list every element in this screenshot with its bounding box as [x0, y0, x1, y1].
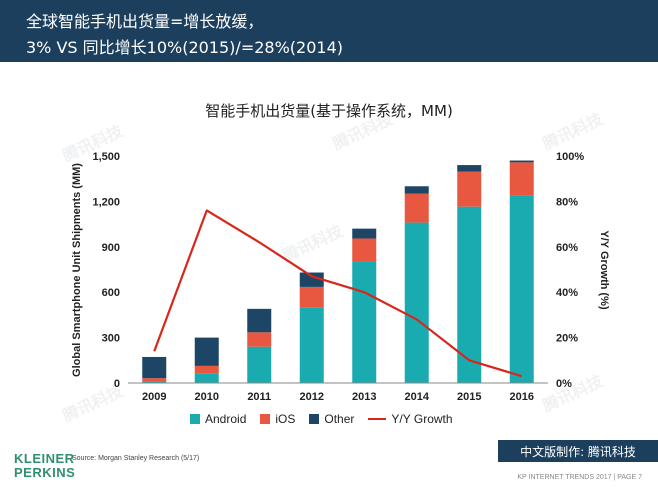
bar-ios-2011	[247, 332, 272, 347]
legend-swatch-other	[309, 414, 320, 424]
bar-android-2012	[299, 307, 324, 383]
legend-label-growth: Y/Y Growth	[391, 412, 453, 426]
y2-tick-label: 20%	[556, 333, 578, 345]
bar-android-2013	[352, 261, 377, 383]
legend: Android iOS Other Y/Y Growth	[190, 411, 467, 427]
bar-ios-2016	[509, 162, 534, 196]
header-title-line2: 3% VS 同比增长10%(2015)/=28%(2014)	[26, 38, 343, 57]
x-tick-2011: 2011	[247, 391, 271, 403]
footer-page-info: KP INTERNET TRENDS 2017 | PAGE 7	[517, 474, 642, 481]
x-tick-2012: 2012	[300, 391, 324, 403]
y-tick-label: 900	[102, 242, 120, 254]
bar-android-2009	[142, 381, 167, 383]
bar-ios-2015	[457, 171, 482, 207]
legend-swatch-growth	[368, 418, 387, 420]
bar-ios-2010	[194, 365, 219, 374]
bar-ios-2012	[299, 286, 324, 308]
bar-android-2011	[247, 346, 272, 383]
chart-title: 智能手机出货量(基于操作系统，MM)	[205, 102, 453, 120]
bar-other-2014	[404, 186, 429, 194]
legend-label-other: Other	[324, 412, 355, 426]
y-tick-label: 0	[114, 378, 120, 390]
legend-label-ios: iOS	[275, 412, 296, 426]
y2-tick-label: 80%	[556, 196, 578, 208]
x-tick-2009: 2009	[142, 391, 166, 403]
y2-tick-label: 40%	[556, 287, 578, 299]
logo-line1: KLEINER	[14, 451, 75, 466]
bar-other-2013	[352, 228, 377, 239]
legend-item-android: Android	[190, 412, 246, 426]
y2-tick-label: 0%	[556, 378, 572, 390]
legend-item-growth: Y/Y Growth	[368, 412, 453, 426]
y2-tick-label: 60%	[556, 242, 578, 254]
legend-label-android: Android	[205, 412, 247, 426]
legend-swatch-ios	[260, 414, 271, 424]
x-tick-2015: 2015	[457, 391, 481, 403]
growth-line-group	[153, 209, 523, 378]
header-bar: 全球智能手机出货量=增长放缓， 3% VS 同比增长10%(2015)/=28%…	[0, 0, 658, 62]
y-tick-label: 300	[102, 333, 120, 345]
legend-item-ios: iOS	[260, 412, 295, 426]
bar-other-2010	[194, 337, 219, 366]
x-tick-2013: 2013	[352, 391, 376, 403]
y-tick-label: 1,200	[92, 196, 120, 208]
bar-android-2014	[404, 222, 429, 383]
x-tick-2014: 2014	[405, 391, 430, 403]
x-tick-2016: 2016	[510, 391, 534, 403]
bar-other-2011	[247, 308, 272, 333]
bar-other-2012	[299, 272, 324, 287]
y2-axis-label: Y/Y Growth (%)	[598, 230, 610, 310]
y2-tick-label: 100%	[556, 151, 584, 163]
bar-android-2015	[457, 206, 482, 383]
bar-other-2015	[457, 165, 482, 172]
y-tick-label: 600	[102, 287, 120, 299]
y-tick-label: 1,500	[92, 151, 120, 163]
growth-line	[153, 209, 523, 378]
bar-ios-2013	[352, 238, 377, 262]
y-tick-labels: 1,500 1,200 900 600 300 0	[92, 151, 120, 390]
x-tick-labels: 2009 2010 2011 2012 2013 2014 2015 2016	[142, 391, 534, 403]
bars	[142, 160, 534, 383]
y2-tick-labels: 100% 80% 60% 40% 20% 0%	[556, 151, 584, 390]
bar-ios-2009	[142, 378, 167, 382]
bar-android-2016	[509, 195, 534, 383]
header-title-line1: 全球智能手机出货量=增长放缓，	[26, 12, 264, 31]
bar-other-2016	[509, 160, 534, 163]
x-tick-2010: 2010	[195, 391, 219, 403]
logo-line2: PERKINS	[14, 465, 76, 480]
bar-ios-2014	[404, 193, 429, 223]
bar-android-2010	[194, 373, 219, 383]
chinese-version-badge: 中文版制作: 腾讯科技	[498, 440, 658, 462]
source-note: Source: Morgan Stanley Research (5/17)	[72, 455, 200, 462]
y-axis-label: Global Smartphone Unit Shipments (MM)	[71, 163, 83, 377]
legend-swatch-android	[190, 414, 200, 424]
bar-other-2009	[142, 356, 167, 379]
legend-item-other: Other	[309, 412, 354, 426]
kleiner-perkins-logo: KLEINER PERKINS	[14, 452, 75, 480]
